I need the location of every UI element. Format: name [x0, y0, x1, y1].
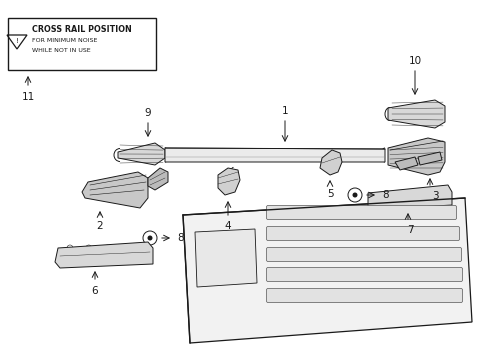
Text: 8: 8 [177, 233, 184, 243]
Polygon shape [218, 168, 240, 195]
Text: 9: 9 [144, 108, 151, 118]
FancyBboxPatch shape [266, 206, 456, 220]
Text: 6: 6 [92, 286, 98, 296]
FancyBboxPatch shape [266, 226, 459, 240]
Text: WHILE NOT IN USE: WHILE NOT IN USE [32, 48, 90, 53]
FancyBboxPatch shape [8, 18, 156, 70]
Text: 5: 5 [326, 189, 333, 199]
Text: CROSS RAIL POSITION: CROSS RAIL POSITION [32, 24, 131, 33]
Circle shape [352, 193, 357, 198]
Polygon shape [367, 185, 451, 210]
Polygon shape [417, 152, 441, 165]
Polygon shape [387, 138, 444, 175]
Polygon shape [319, 150, 341, 175]
Polygon shape [387, 100, 444, 128]
FancyBboxPatch shape [266, 288, 462, 302]
Text: 11: 11 [21, 92, 35, 102]
Text: 4: 4 [224, 221, 231, 231]
Circle shape [147, 235, 152, 240]
Text: 3: 3 [431, 191, 437, 201]
FancyBboxPatch shape [266, 267, 462, 282]
Polygon shape [164, 148, 384, 162]
Text: 1: 1 [281, 106, 288, 116]
Text: 2: 2 [97, 221, 103, 231]
Polygon shape [118, 143, 164, 165]
Text: 10: 10 [407, 56, 421, 66]
Polygon shape [55, 242, 153, 268]
Text: 8: 8 [382, 190, 388, 200]
Polygon shape [183, 198, 471, 343]
Text: !: ! [16, 38, 19, 44]
Polygon shape [82, 172, 148, 208]
Text: 7: 7 [406, 225, 412, 235]
FancyBboxPatch shape [266, 248, 461, 261]
Text: FOR MINIMUM NOISE: FOR MINIMUM NOISE [32, 37, 97, 42]
Polygon shape [195, 229, 257, 287]
Polygon shape [394, 157, 417, 170]
Polygon shape [148, 168, 168, 190]
